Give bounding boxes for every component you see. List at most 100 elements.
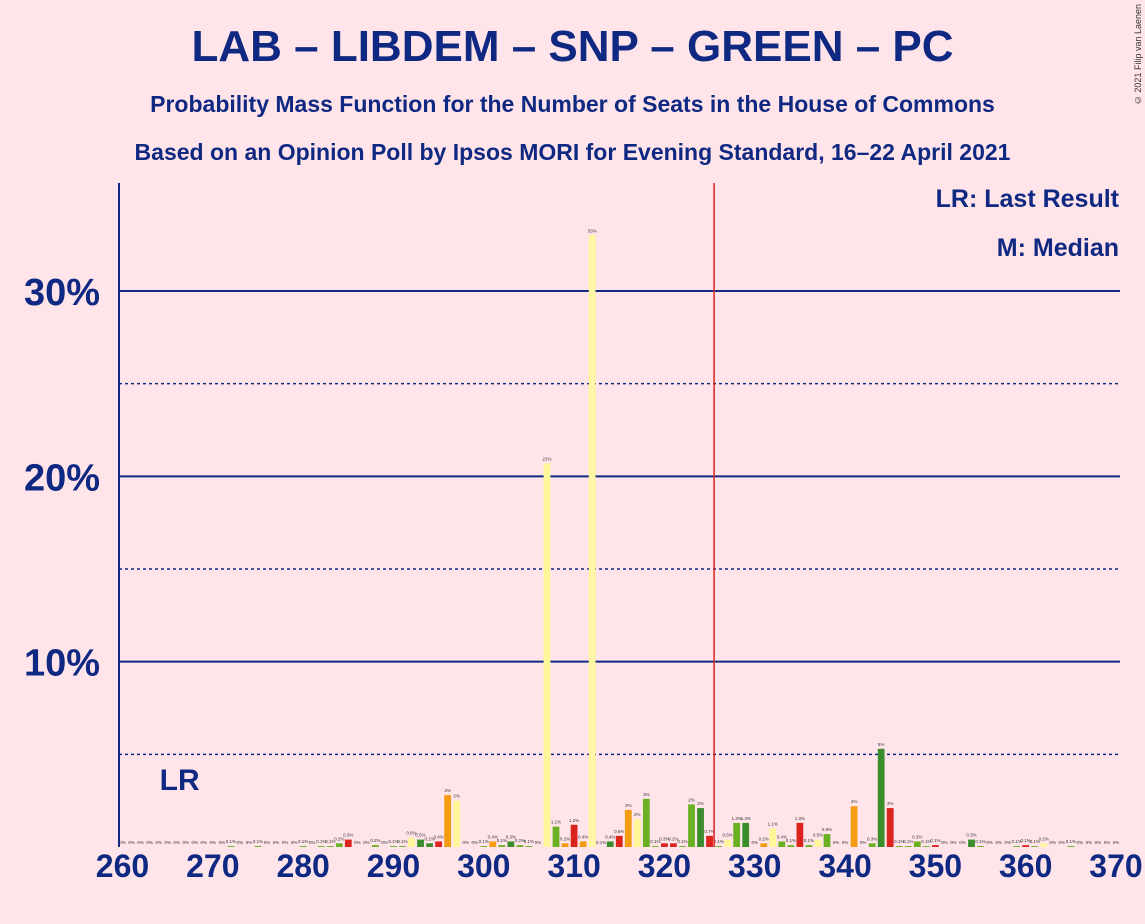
bar-label-365: 0.1% — [1066, 839, 1076, 844]
bar-label-340: 0% — [842, 840, 849, 845]
bar-label-359: 0.1% — [1012, 839, 1022, 844]
bar-label-341: 2% — [851, 799, 858, 804]
bar-315 — [615, 835, 623, 847]
x-tick-label: 270 — [186, 848, 239, 884]
bar-318 — [642, 798, 650, 847]
x-tick-label: 310 — [547, 848, 600, 884]
bar-label-366: 0% — [1077, 840, 1084, 845]
bar-label-270: 0% — [210, 840, 217, 845]
bar-292 — [408, 837, 415, 847]
y-tick-label: 10% — [24, 643, 100, 685]
bar-293 — [417, 839, 424, 847]
last-result-label: LR — [160, 764, 200, 797]
bar-label-263: 0% — [146, 840, 153, 845]
bar-label-282: 0.1% — [316, 839, 326, 844]
bar-319 — [651, 846, 659, 847]
bar-360 — [1022, 845, 1030, 847]
bar-label-358: 0% — [1004, 840, 1011, 845]
bar-355 — [977, 846, 984, 847]
bar-label-299: 0% — [471, 840, 478, 845]
x-tick-label: 340 — [818, 848, 871, 884]
x-tick-label: 360 — [999, 848, 1052, 884]
bar-label-323: 2% — [688, 797, 695, 802]
bar-361 — [1031, 846, 1039, 847]
bar-label-301: 0.4% — [488, 834, 498, 839]
bar-label-352: 0% — [950, 840, 957, 845]
bar-label-357: 0% — [995, 840, 1002, 845]
bar-label-322: 0.1% — [677, 839, 687, 844]
bar-323 — [688, 804, 695, 847]
bar-label-370: 0% — [1113, 840, 1120, 845]
bar-322 — [679, 846, 686, 847]
bar-label-288: 0.2% — [370, 838, 380, 843]
bar-348 — [913, 841, 921, 847]
x-tick-label: 290 — [367, 848, 420, 884]
bar-label-330: 0% — [751, 840, 758, 845]
bar-296 — [444, 795, 452, 847]
bar-label-261: 0% — [128, 840, 135, 845]
bar-label-294: 0.2% — [424, 836, 434, 841]
bar-label-362: 0.2% — [1039, 836, 1049, 841]
bar-335 — [796, 822, 804, 847]
bar-label-266: 0% — [173, 840, 180, 845]
bar-label-280: 0.1% — [298, 839, 308, 844]
bar-334 — [787, 845, 795, 847]
bar-285 — [344, 839, 352, 847]
bar-label-277: 0% — [273, 840, 280, 845]
bar-343 — [868, 843, 876, 847]
bar-label-265: 0% — [164, 840, 171, 845]
bar-label-315: 0.6% — [614, 829, 624, 834]
bar-332 — [769, 828, 777, 847]
x-tick-label: 330 — [728, 848, 781, 884]
x-tick-label: 350 — [909, 848, 962, 884]
bar-label-337: 0.5% — [813, 833, 823, 838]
bar-label-355: 0.1% — [975, 839, 985, 844]
bar-label-267: 0% — [182, 840, 189, 845]
bar-label-334: 0.1% — [786, 838, 796, 843]
legend-last-result: LR: Last Result — [935, 185, 1119, 213]
bar-label-321: 0.2% — [668, 836, 678, 841]
x-tick-label: 280 — [276, 848, 329, 884]
bar-294 — [426, 843, 433, 847]
bar-label-304: 0.2% — [515, 838, 525, 843]
bar-272 — [227, 846, 235, 847]
bar-label-271: 0% — [219, 840, 226, 845]
bar-label-369: 0% — [1104, 840, 1111, 845]
chart-source: Based on an Opinion Poll by Ipsos MORI f… — [134, 139, 1011, 165]
bar-label-349: 0.1% — [921, 839, 931, 844]
bar-317 — [633, 819, 641, 847]
bar-label-364: 0% — [1059, 840, 1066, 845]
bar-label-260: 0% — [119, 840, 126, 845]
bar-label-302: 0.1% — [497, 838, 507, 843]
bar-label-346: 0.1% — [894, 839, 904, 844]
bar-label-314: 0.4% — [605, 834, 615, 839]
chart-subtitle: Probability Mass Function for the Number… — [150, 91, 995, 117]
bar-label-317: 2% — [634, 812, 641, 817]
bar-label-284: 0.2% — [334, 836, 344, 841]
bar-label-262: 0% — [137, 840, 144, 845]
x-tick-label: 260 — [96, 848, 149, 884]
bar-275 — [254, 846, 262, 847]
bar-282 — [317, 846, 325, 847]
bar-label-268: 0% — [191, 840, 198, 845]
bar-320 — [661, 843, 668, 847]
bar-label-332: 1.1% — [768, 821, 778, 826]
bar-283 — [326, 846, 334, 847]
bar-337 — [814, 839, 822, 847]
bar-label-283: 0.1% — [325, 839, 335, 844]
bar-346 — [895, 846, 903, 847]
bar-365 — [1067, 846, 1075, 847]
bar-316 — [624, 809, 632, 847]
bar-label-336: 0.1% — [804, 838, 814, 843]
bar-349 — [922, 846, 930, 847]
bar-344 — [877, 748, 885, 847]
bar-label-320: 0.3% — [659, 836, 669, 841]
bar-label-325: 0.7% — [704, 829, 714, 834]
bar-label-286: 0% — [354, 840, 361, 845]
bar-338 — [823, 834, 831, 847]
bar-label-335: 1.3% — [795, 816, 805, 821]
bar-label-300: 0.1% — [479, 839, 489, 844]
bar-label-297: 2% — [453, 794, 460, 799]
bar-307 — [543, 463, 551, 847]
bar-label-264: 0% — [155, 840, 162, 845]
